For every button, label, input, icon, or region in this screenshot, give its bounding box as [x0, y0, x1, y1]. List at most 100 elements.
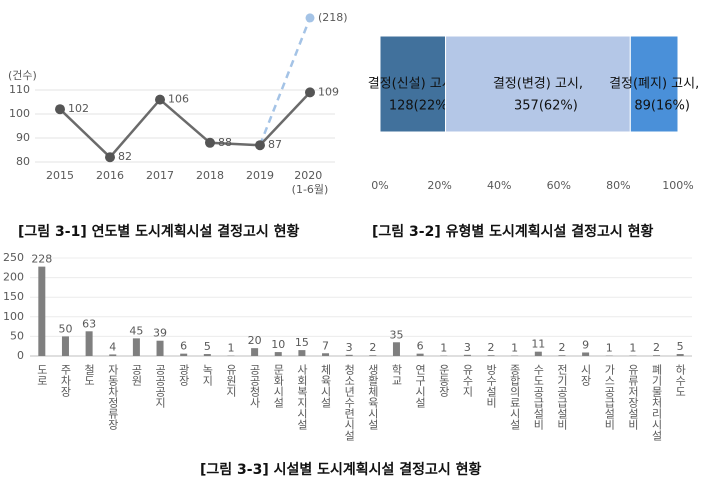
x-tick-label: 도로: [35, 364, 48, 386]
data-label: 6: [417, 340, 424, 353]
bar: [203, 354, 211, 356]
segment-name: 결정(변경) 고시,: [493, 77, 583, 92]
data-label: 45: [129, 324, 143, 337]
segment-name: 결정(신설) 고시,: [368, 77, 458, 92]
data-label: 9: [582, 338, 589, 351]
x-tick-label: 폐기물처리시설: [650, 364, 663, 441]
x-tick-label: 유원지: [224, 364, 237, 397]
bar-segment: [629, 35, 679, 133]
bar: [463, 354, 471, 356]
bar-segment: [445, 35, 631, 133]
data-label: 39: [153, 327, 167, 340]
data-label: 6: [180, 340, 187, 353]
x-tick-label: 청소년수련시설: [343, 364, 356, 441]
x-tick-label: 수도공급설비: [532, 364, 545, 430]
bar: [558, 355, 566, 356]
bar: [298, 350, 306, 356]
x-tick-label: 종합의료시설: [508, 364, 521, 430]
x-tick-label: 2017: [146, 169, 174, 182]
x-tick-label: 하수도: [674, 363, 687, 397]
data-label: (218): [318, 11, 348, 24]
data-label: 109: [318, 85, 339, 98]
x-tick-label: 유류저장설비: [626, 364, 639, 430]
data-label: 15: [295, 336, 309, 349]
y-tick-label: 150: [3, 290, 24, 303]
x-tick-label: 유수지: [461, 364, 474, 397]
bar: [38, 266, 46, 356]
bar: [392, 342, 400, 356]
data-label: 7: [322, 339, 329, 352]
bar: [345, 354, 353, 356]
data-label: 10: [271, 338, 285, 351]
y-tick-label: 0: [17, 349, 24, 362]
y-tick-label: 100: [3, 310, 24, 323]
data-label: 357(62%): [514, 99, 578, 114]
data-label: 1: [440, 342, 447, 355]
x-tick-label: 사회복지시설: [295, 364, 308, 430]
x-tick-label: 2016: [96, 169, 124, 182]
x-tick-label: 문화시설: [272, 364, 285, 408]
x-tick-label: 공원: [130, 364, 143, 386]
data-label: 106: [168, 93, 189, 106]
data-label: 50: [58, 322, 72, 335]
data-label: 4: [109, 340, 116, 353]
x-tick-label: 학교: [390, 364, 403, 386]
data-label: 102: [68, 102, 89, 115]
x-tick-label: 방수설비: [485, 364, 498, 408]
data-label: 63: [82, 317, 96, 330]
x-tick-label: 시장: [579, 364, 592, 386]
x-tick-label: 20%: [427, 179, 451, 192]
data-label: 20: [248, 334, 262, 347]
y-tick-label: 250: [3, 251, 24, 264]
chart-title: [그림 3-3] 시설별 도시계획시설 결정고시 현황: [200, 461, 482, 478]
bar: [322, 353, 330, 356]
x-tick-label: 80%: [606, 179, 630, 192]
bar: [534, 351, 542, 356]
point: [55, 104, 65, 115]
x-tick-label: 전기공급설비: [555, 364, 568, 430]
x-tick-label: 40%: [487, 179, 511, 192]
series-line: [59, 91, 311, 160]
bar: [156, 340, 164, 356]
x-tick-label: 생활체육시설: [366, 364, 379, 430]
data-label: 2: [558, 341, 565, 354]
y-tick-label: 110: [9, 83, 30, 96]
y-tick-label: 100: [9, 107, 30, 120]
data-label: 1: [511, 342, 518, 355]
data-label: 3: [346, 341, 353, 354]
x-tick-label: 2015: [46, 169, 74, 182]
y-tick-label: 90: [16, 131, 30, 144]
data-label: 2: [369, 341, 376, 354]
segment-name: 결정(폐지) 고시,: [609, 77, 699, 92]
bar: [180, 353, 188, 356]
data-label: 89(16%): [634, 99, 690, 114]
point: [305, 13, 315, 23]
bar: [582, 352, 590, 356]
x-tick-label: 가스공급설비: [603, 364, 616, 430]
y-tick-label: 50: [10, 329, 24, 342]
data-label: 2: [488, 341, 495, 354]
bar: [676, 354, 684, 356]
x-tick-label: 운동장: [437, 364, 450, 397]
x-tick-label: 0%: [371, 179, 388, 192]
x-tick-label: 주차장: [59, 364, 72, 397]
x-tick-label: 2019: [246, 169, 274, 182]
bar: [369, 355, 377, 356]
x-tick-label: 체육시설: [319, 364, 332, 408]
bar: [61, 336, 69, 356]
x-tick-label: 60%: [547, 179, 571, 192]
bar: [251, 348, 259, 356]
data-label: 1: [606, 342, 613, 355]
bar: [85, 331, 93, 356]
bar: [274, 352, 282, 356]
y-tick-label: 80: [16, 155, 30, 168]
data-label: 82: [118, 150, 132, 163]
y-axis-label: (건수): [8, 69, 37, 82]
chart-title: [그림 3-2] 유형별 도시계획시설 결정고시 현황: [372, 223, 654, 240]
x-tick-label: 2018: [196, 169, 224, 182]
bar: [487, 355, 495, 356]
x-tick-label: 자동차정류장: [106, 364, 119, 430]
x-tick-label: 연구시설: [414, 364, 427, 408]
bar: [109, 354, 117, 356]
point: [205, 137, 215, 148]
